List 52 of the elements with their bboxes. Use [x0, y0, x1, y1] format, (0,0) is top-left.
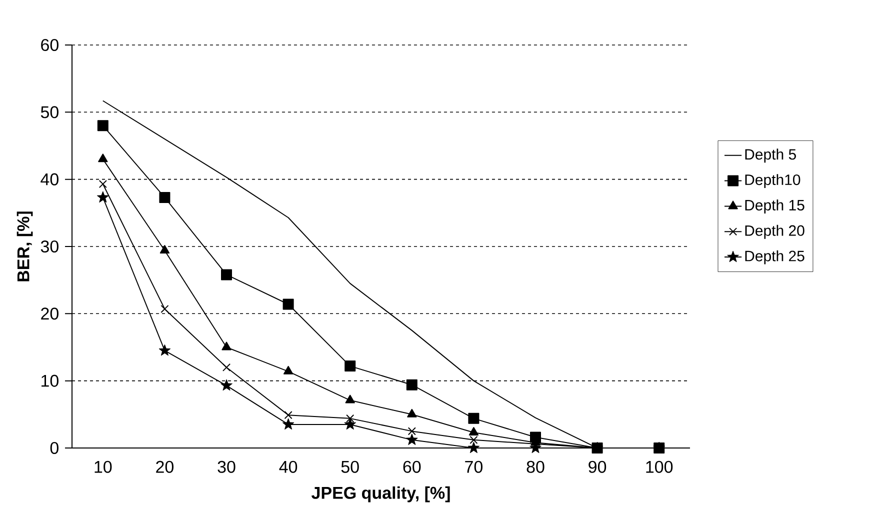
y-tick-label: 0 — [50, 442, 58, 454]
x-tick-label: 100 — [646, 460, 673, 473]
point — [283, 366, 294, 374]
point — [158, 344, 171, 356]
point — [344, 418, 356, 430]
y-tick-label: 60 — [41, 38, 58, 52]
point — [470, 436, 478, 444]
point — [160, 245, 170, 254]
point — [221, 269, 232, 280]
point — [220, 379, 232, 391]
x-tick-label: 80 — [526, 460, 544, 473]
x-tick-label: 30 — [218, 460, 236, 473]
y-tick-label: 30 — [40, 240, 58, 253]
y-tick-label: 10 — [42, 374, 58, 387]
x-tick-label: 70 — [465, 460, 482, 473]
point — [222, 363, 231, 372]
x-tick-label: 90 — [588, 460, 606, 473]
point — [222, 342, 232, 350]
x-tick-label: 10 — [94, 460, 112, 473]
x-tick-label: 20 — [156, 460, 174, 473]
point — [346, 414, 354, 422]
point — [468, 442, 480, 454]
x-tick-label: 60 — [403, 460, 421, 473]
point — [468, 412, 480, 424]
point — [468, 427, 479, 436]
x-axis-title: JPEG quality, [%] — [312, 486, 450, 502]
y-axis-title: BER, [%] — [16, 212, 33, 282]
point — [282, 298, 294, 310]
point — [406, 434, 418, 446]
point — [408, 427, 416, 436]
point — [344, 360, 356, 372]
legend-label: Depth 15 — [745, 199, 804, 214]
point — [345, 394, 355, 404]
legend-label: Depth 25 — [745, 250, 804, 264]
y-tick-label: 40 — [40, 173, 58, 186]
legend-label: Depth 5 — [745, 148, 796, 163]
point — [282, 418, 294, 430]
point — [160, 304, 169, 313]
y-tick-label: 50 — [40, 106, 58, 118]
legend-label: Depth10 — [745, 174, 800, 188]
legend-label: Depth 20 — [745, 224, 804, 239]
point — [96, 191, 109, 203]
point — [97, 120, 108, 132]
point — [98, 154, 108, 162]
point — [284, 411, 292, 420]
point — [98, 180, 107, 188]
x-tick-label: 40 — [279, 460, 298, 473]
point — [159, 192, 170, 203]
point — [407, 408, 417, 418]
x-tick-label: 50 — [341, 460, 359, 473]
y-tick-label: 20 — [41, 308, 58, 320]
point — [406, 379, 418, 390]
